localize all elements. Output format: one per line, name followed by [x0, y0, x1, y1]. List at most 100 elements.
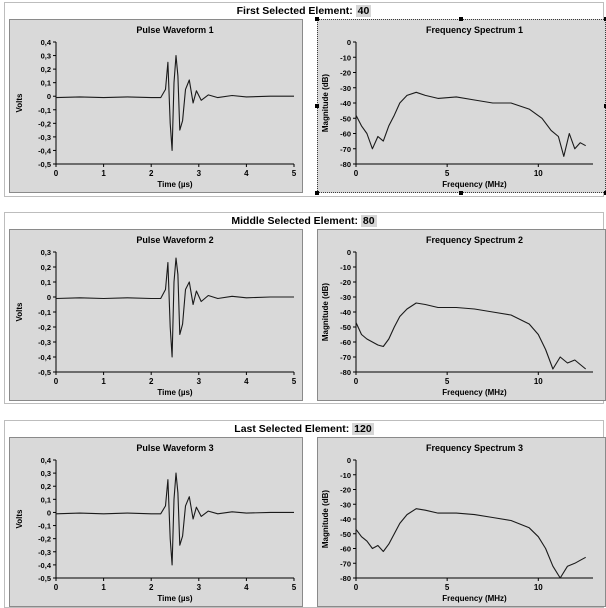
selection-handle[interactable]	[315, 17, 319, 21]
y-tick-label: -30	[340, 84, 351, 93]
y-tick-label: -0,3	[38, 338, 51, 347]
x-tick-label: 0	[354, 377, 359, 386]
y-axis-label: Magnitude (dB)	[321, 490, 330, 549]
data-series-line	[355, 302, 587, 370]
x-tick-label: 1	[101, 169, 106, 178]
y-tick-label: -70	[340, 559, 351, 568]
x-tick-label: 0	[354, 169, 359, 178]
y-tick-label: 0,1	[41, 79, 51, 88]
y-tick-label: -0,4	[38, 561, 52, 570]
y-tick-label: 0,3	[41, 469, 51, 478]
frequency-spectrum-svg-3: Frequency Spectrum 3 0 -10 -20 -30 -40 -50 -60 -…	[321, 443, 593, 603]
y-tick-label: -0,3	[38, 133, 51, 142]
x-tick-label: 1	[101, 583, 106, 592]
y-tick-label: -70	[340, 353, 351, 362]
y-tick-label: -50	[340, 114, 351, 123]
y-tick-label: -0,4	[38, 353, 52, 362]
frequency-spectrum-svg-1: Frequency Spectrum 1 0 -10 -20 -30 -40 -50 -60 -…	[321, 25, 593, 189]
y-axis-label: Volts	[15, 93, 24, 113]
y-tick-label: 0,2	[41, 482, 51, 491]
y-tick-label: -60	[340, 130, 351, 139]
y-tick-label: -50	[340, 530, 351, 539]
selection-handle[interactable]	[315, 104, 319, 108]
x-tick-label: 2	[149, 583, 154, 592]
data-series-line	[355, 508, 586, 579]
frequency-spectrum-chart-1[interactable]: Frequency Spectrum 1 0 -10 -20 -30 -40 -50 -60 -…	[315, 17, 606, 195]
y-axis-label: Magnitude (dB)	[321, 74, 330, 133]
x-tick-label: 10	[534, 377, 543, 386]
y-tick-label: -20	[340, 278, 351, 287]
y-tick-label: 0,3	[41, 52, 51, 61]
x-tick-label: 0	[54, 377, 59, 386]
y-axis-label: Volts	[15, 509, 24, 529]
y-tick-label: 0	[47, 508, 51, 517]
x-tick-label: 2	[149, 169, 154, 178]
x-tick-label: 3	[197, 583, 202, 592]
data-series-line	[55, 55, 294, 151]
y-tick-label: -80	[340, 160, 351, 169]
x-axis-label: Frequency (MHz)	[442, 594, 507, 603]
x-axis-label: Time (µs)	[157, 388, 192, 397]
x-axis-label: Time (µs)	[157, 180, 192, 189]
y-tick-label: -10	[340, 471, 351, 480]
chart-title: Pulse Waveform 3	[136, 443, 213, 453]
section-title: Last Selected Element: 120	[5, 422, 603, 436]
pulse-waveform-chart-3[interactable]: Pulse Waveform 3 0,4 0,3 0,2 0,1 0 -0,1 -0,2 -0,…	[9, 437, 303, 607]
y-tick-label: 0,4	[41, 456, 52, 465]
frequency-spectrum-chart-3[interactable]: Frequency Spectrum 3 0 -10 -20 -30 -40 -50 -60 -…	[317, 437, 606, 607]
selection-handle[interactable]	[459, 17, 463, 21]
section-title: First Selected Element: 40	[5, 4, 603, 18]
y-tick-label: -0,2	[38, 119, 51, 128]
section-title-prefix: First Selected Element:	[236, 5, 353, 17]
y-tick-label: -30	[340, 293, 351, 302]
y-tick-label: -50	[340, 323, 351, 332]
y-tick-label: -60	[340, 545, 351, 554]
y-tick-label: 0	[347, 248, 351, 257]
y-tick-label: 0,1	[41, 278, 51, 287]
element-number: 40	[355, 5, 372, 17]
x-tick-label: 4	[244, 377, 249, 386]
y-tick-label: 0,2	[41, 263, 51, 272]
y-tick-label: -0,1	[38, 106, 51, 115]
x-tick-label: 0	[354, 583, 359, 592]
chart-title: Frequency Spectrum 2	[426, 235, 523, 245]
x-axis-label: Frequency (MHz)	[442, 388, 507, 397]
frequency-spectrum-chart-2[interactable]: Frequency Spectrum 2 0 -10 -20 -30 -40 -50 -60 -…	[317, 229, 606, 401]
chart-title: Pulse Waveform 1	[136, 25, 213, 35]
data-series-line	[355, 91, 586, 157]
y-tick-label: 0,4	[41, 38, 52, 47]
selection-handle[interactable]	[604, 17, 606, 21]
selection-handle[interactable]	[604, 191, 606, 195]
element-number: 80	[360, 215, 377, 227]
x-axis-label: Time (µs)	[157, 594, 192, 603]
x-tick-label: 4	[244, 583, 249, 592]
y-tick-label: 0	[347, 456, 351, 465]
y-tick-label: -40	[340, 99, 351, 108]
x-tick-label: 5	[445, 583, 450, 592]
y-tick-label: -20	[340, 486, 351, 495]
x-tick-label: 5	[445, 377, 450, 386]
pulse-waveform-svg-1: Pulse Waveform 1 0,4 0,3 0,2 0,1 0 -0,1 -0,2 -0,…	[15, 25, 297, 189]
section-title-prefix: Middle Selected Element:	[231, 215, 358, 227]
x-tick-label: 10	[534, 583, 543, 592]
y-tick-label: -80	[340, 574, 351, 583]
y-tick-label: -70	[340, 145, 351, 154]
y-tick-label: -20	[340, 69, 351, 78]
x-tick-label: 5	[292, 583, 297, 592]
selection-handle[interactable]	[459, 191, 463, 195]
selection-handle[interactable]	[604, 104, 606, 108]
selection-handle[interactable]	[315, 191, 319, 195]
selected-element-section-first: First Selected Element: 40 Pulse Wavefor…	[4, 2, 606, 197]
y-tick-label: 0,3	[41, 248, 51, 257]
y-tick-label: -0,4	[38, 146, 52, 155]
x-tick-label: 4	[244, 169, 249, 178]
y-tick-label: -40	[340, 515, 351, 524]
x-tick-label: 0	[54, 583, 59, 592]
x-tick-label: 10	[534, 169, 543, 178]
pulse-waveform-svg-3: Pulse Waveform 3 0,4 0,3 0,2 0,1 0 -0,1 -0,2 -0,…	[15, 443, 297, 603]
y-tick-label: 0,2	[41, 65, 51, 74]
y-tick-label: 0	[47, 92, 51, 101]
pulse-waveform-chart-2[interactable]: Pulse Waveform 2 0,3 0,2 0,1 0 -0,1 -0,2 -0,3 -0…	[9, 229, 303, 401]
pulse-waveform-chart-1[interactable]: Pulse Waveform 1 0,4 0,3 0,2 0,1 0 -0,1 -0,2 -0,…	[9, 19, 303, 193]
y-tick-label: -10	[340, 53, 351, 62]
